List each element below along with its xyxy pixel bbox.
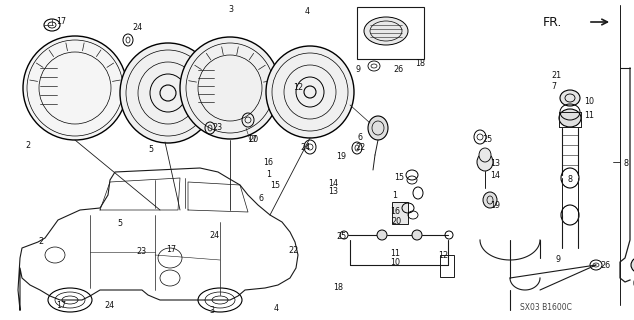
Text: 5: 5 <box>117 220 122 228</box>
Text: 11: 11 <box>390 249 400 258</box>
Bar <box>440 255 454 277</box>
Ellipse shape <box>477 153 493 171</box>
Bar <box>392 202 408 224</box>
Text: 17: 17 <box>56 18 66 27</box>
Text: 17: 17 <box>247 135 257 145</box>
Text: 15: 15 <box>394 172 404 181</box>
Ellipse shape <box>180 37 280 139</box>
Ellipse shape <box>412 230 422 240</box>
Text: 4: 4 <box>274 304 279 313</box>
Text: 20: 20 <box>249 135 259 144</box>
Ellipse shape <box>120 43 216 143</box>
Text: 24: 24 <box>132 22 142 31</box>
Text: 8: 8 <box>624 158 629 167</box>
Ellipse shape <box>483 192 497 208</box>
Text: 5: 5 <box>148 146 153 155</box>
Text: 22: 22 <box>288 246 299 255</box>
Text: 14: 14 <box>328 179 339 188</box>
Text: 16: 16 <box>390 206 400 215</box>
Text: 17: 17 <box>56 301 66 310</box>
Text: 21: 21 <box>552 71 562 80</box>
Ellipse shape <box>631 257 634 273</box>
Ellipse shape <box>23 36 127 140</box>
Text: 26: 26 <box>393 65 403 74</box>
Text: 18: 18 <box>333 284 343 292</box>
Text: 4: 4 <box>305 6 310 15</box>
Text: 14: 14 <box>490 172 500 180</box>
Text: 12: 12 <box>438 251 448 260</box>
Text: 3: 3 <box>209 306 214 315</box>
Text: 15: 15 <box>270 181 280 190</box>
Text: 25: 25 <box>336 232 346 241</box>
Text: 3: 3 <box>228 5 233 14</box>
Text: 6: 6 <box>358 133 363 142</box>
Text: 25: 25 <box>482 135 492 145</box>
Text: 2: 2 <box>25 141 30 150</box>
Ellipse shape <box>368 116 388 140</box>
Text: 26: 26 <box>600 260 610 269</box>
Text: FR.: FR. <box>543 15 562 28</box>
Text: SX03 B1600C: SX03 B1600C <box>520 303 572 313</box>
Text: 22: 22 <box>355 142 365 151</box>
Ellipse shape <box>559 109 581 127</box>
Text: 23: 23 <box>136 247 146 256</box>
Text: 10: 10 <box>584 98 594 107</box>
Ellipse shape <box>364 17 408 45</box>
Text: 18: 18 <box>415 59 425 68</box>
Text: 19: 19 <box>336 152 346 161</box>
Text: 1: 1 <box>392 191 397 201</box>
Text: 16: 16 <box>263 158 273 167</box>
Ellipse shape <box>266 46 354 138</box>
Text: 9: 9 <box>355 65 360 74</box>
Text: 24: 24 <box>209 231 219 240</box>
Text: 2: 2 <box>38 237 43 246</box>
Text: 20: 20 <box>391 218 401 227</box>
Text: 23: 23 <box>212 124 222 132</box>
Text: 10: 10 <box>390 258 400 267</box>
Text: 6: 6 <box>259 194 264 203</box>
Text: 7: 7 <box>552 82 557 91</box>
Text: 12: 12 <box>293 84 303 92</box>
Text: 19: 19 <box>490 201 500 210</box>
Ellipse shape <box>560 90 580 106</box>
Text: 11: 11 <box>584 111 594 121</box>
Text: 24: 24 <box>105 301 115 310</box>
Text: 8: 8 <box>567 175 573 184</box>
Ellipse shape <box>377 230 387 240</box>
Text: 24: 24 <box>300 142 310 151</box>
Text: 17: 17 <box>166 245 176 254</box>
Text: 9: 9 <box>555 255 560 265</box>
Text: 13: 13 <box>328 188 339 196</box>
Text: 13: 13 <box>490 158 500 167</box>
Ellipse shape <box>479 148 491 162</box>
Text: 1: 1 <box>266 170 271 179</box>
